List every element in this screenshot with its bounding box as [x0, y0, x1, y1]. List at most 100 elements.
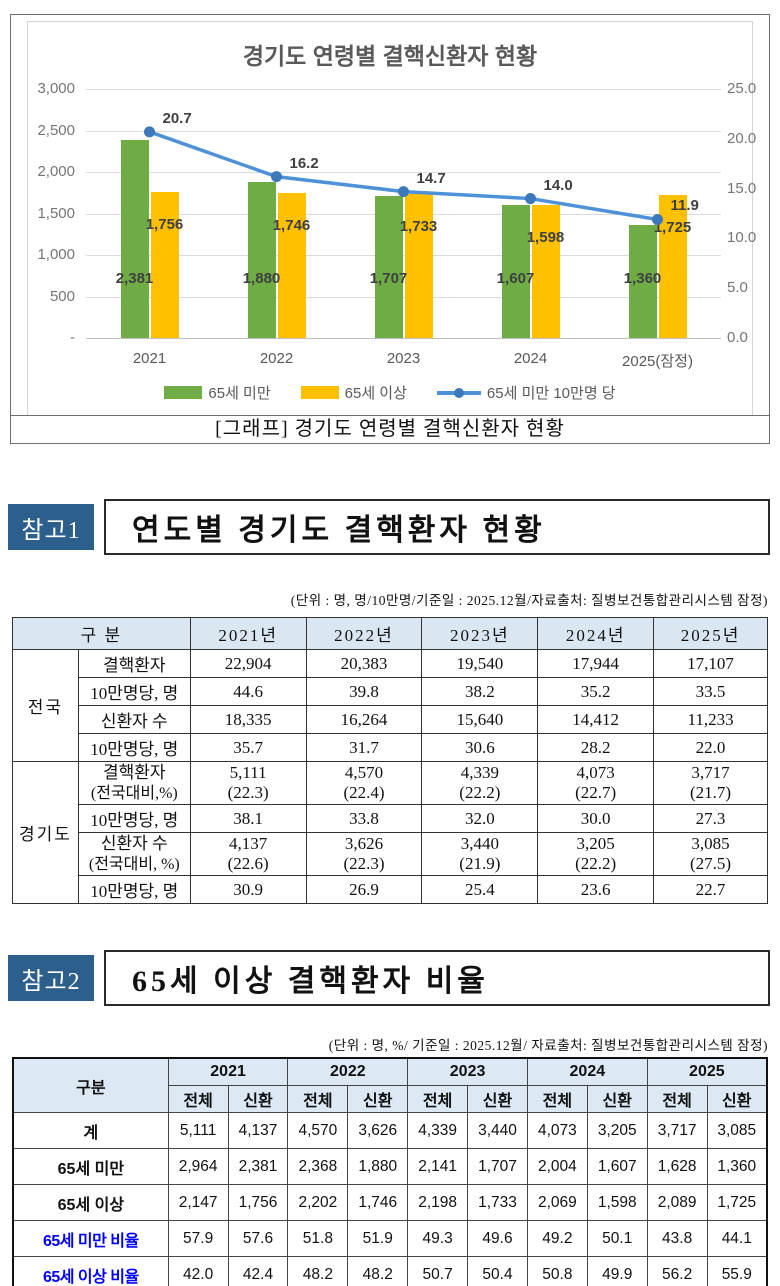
table1-rowlabel-cell: 10만명당, 명 — [77, 875, 191, 904]
line-value-label: 16.2 — [289, 154, 319, 172]
ref2-unit-note: (단위 : 명, %/ 기준일 : 2025.12월/ 자료출처: 질병보건통합… — [328, 1038, 768, 1053]
chart-plot-area: 2,381 1,756 1,880 1,746 1,707 1,733 1,607 1,598… — [86, 89, 721, 339]
table1-region-cell: 전국 — [12, 649, 79, 762]
table1-value-cell: 11,233 — [653, 705, 768, 734]
age65-ratio-table: 구분 2021 2022 2023 2024 2025 전체 신환 전체 신환 전체 신환 전체 신환 전체… — [12, 1057, 768, 1286]
legend-item: 65세 미만 10만명 당 — [436, 382, 616, 403]
table2-subheader: 신환 — [586, 1085, 648, 1113]
left-axis-tick: 3,000 — [37, 80, 75, 97]
table1-value-cell: 3,085 (27.5) — [653, 832, 768, 876]
bar-label-under65: 1,360 — [623, 270, 662, 287]
bar-label-under65: 1,880 — [242, 270, 281, 287]
bar-label-over65: 1,733 — [399, 218, 438, 236]
rate-line-series — [144, 126, 663, 225]
bar-under65 — [501, 204, 530, 338]
table1-value-cell: 5,111 (22.3) — [189, 761, 307, 805]
table2-value-cell: 2,202 — [287, 1184, 349, 1221]
table2-row: 65세 이상 2,147 1,756 2,202 1,746 2,198 1,733 2,06… — [12, 1184, 768, 1221]
left-axis-tick: 1,000 — [37, 246, 75, 263]
table2-value-cell: 1,725 — [706, 1184, 768, 1221]
line-marker — [144, 126, 155, 138]
table2-value-cell: 1,598 — [586, 1184, 648, 1221]
gridline — [86, 89, 721, 90]
bar-label-under65: 2,381 — [115, 270, 154, 287]
table2-value-cell: 2,004 — [526, 1148, 588, 1185]
legend-line-sample — [436, 386, 481, 399]
line-value-label: 14.0 — [543, 176, 573, 194]
table2-value-cell: 57.6 — [227, 1220, 289, 1257]
table1-value-cell: 3,626 (22.3) — [305, 832, 423, 876]
left-axis-tick: 2,000 — [37, 163, 75, 180]
legend-swatch-yellow — [300, 386, 339, 399]
table1-value-cell: 35.7 — [189, 733, 307, 762]
bar-over65 — [404, 194, 433, 338]
x-axis-label: 2023 — [386, 350, 421, 367]
table1-value-cell: 4,570 (22.4) — [305, 761, 423, 805]
table1-value-cell: 22.7 — [653, 875, 768, 904]
table2-value-cell: 4,073 — [526, 1112, 588, 1149]
gridline — [86, 296, 721, 298]
table2-subheader: 신환 — [467, 1085, 528, 1113]
bar-label-over65: 1,756 — [145, 216, 184, 234]
table1-value-cell: 38.2 — [421, 677, 539, 706]
line-marker — [398, 186, 409, 198]
table2-corner-header: 구분 — [12, 1057, 169, 1113]
chart-title: 경기도 연령별 결핵신환자 현황 — [242, 43, 538, 69]
table1-value-cell: 4,073 (22.7) — [537, 761, 655, 805]
table2-subheader: 신환 — [706, 1085, 768, 1113]
table2-value-cell: 42.4 — [227, 1256, 289, 1286]
gridline — [86, 213, 721, 215]
table2-value-cell: 55.9 — [706, 1256, 768, 1286]
table2-value-cell: 4,137 — [227, 1112, 289, 1149]
table1-year-header: 2024년 — [537, 617, 655, 650]
table1-value-cell: 25.4 — [421, 875, 539, 904]
table1-value-cell: 19,540 — [421, 649, 539, 678]
bar-over65 — [277, 193, 306, 338]
table1-year-header: 2023년 — [421, 617, 539, 650]
table1-rowlabel-cell: 결핵환자 — [77, 649, 191, 678]
table2-row: 계 5,111 4,137 4,570 3,626 4,339 3,440 4,073 3,20… — [12, 1112, 768, 1149]
table2-value-cell: 4,339 — [407, 1112, 469, 1149]
table2-value-cell: 1,628 — [646, 1148, 708, 1185]
table1-value-cell: 28.2 — [537, 733, 655, 762]
table1-value-cell: 39.8 — [305, 677, 423, 706]
table2-value-cell: 1,360 — [706, 1148, 768, 1185]
table1-row: 10만명당, 명 30.9 26.9 25.4 23.6 22.7 — [13, 875, 768, 904]
ref1-unit-note: (단위 : 명, 명/10만명/기준일 : 2025.12월/자료출처: 질병보… — [290, 593, 768, 608]
table2-value-cell: 50.1 — [586, 1220, 648, 1257]
left-axis-tick: 2,500 — [37, 121, 75, 139]
table1-value-cell: 30.6 — [421, 733, 539, 762]
left-axis-tick: 1,500 — [37, 204, 75, 222]
table2-value-cell: 3,717 — [646, 1112, 708, 1149]
bar-over65 — [150, 192, 179, 338]
table1-row: 경기도 결핵환자 (전국대비,%) 5,111 (22.3) 4,570 (22.4) 4,3… — [12, 761, 768, 904]
table2-value-cell: 43.8 — [646, 1220, 708, 1257]
table1-value-cell: 16,264 — [305, 705, 423, 734]
table2-value-cell: 49.3 — [407, 1220, 469, 1257]
table2-subheader: 신환 — [227, 1085, 289, 1113]
table2-year-header: 2022 — [287, 1057, 409, 1086]
legend-swatch-green — [164, 386, 203, 399]
table1-year-header: 2021년 — [189, 617, 307, 650]
table1-row: 신환자 수 (전국대비, %) 4,137 (22.6) 3,626 (22.3) 3,44… — [13, 832, 768, 876]
table2-year-header: 2023 — [407, 1057, 528, 1086]
table2-rowlabel-cell: 65세 이상 비율 — [12, 1256, 169, 1286]
table2-value-cell: 2,368 — [287, 1148, 349, 1185]
right-axis-tick: 20.0 — [727, 129, 757, 147]
table1-value-cell: 38.1 — [189, 804, 307, 833]
table2-row: 65세 미만 비율 57.9 57.6 51.8 51.9 49.3 49.6 49.2 50.… — [12, 1220, 768, 1257]
yearly-patients-table: 구 분 2021년 2022년 2023년 2024년 2025년 전국 결핵환자 22,904… — [12, 617, 768, 904]
table2-value-cell: 50.8 — [526, 1256, 588, 1286]
table1-value-cell: 17,944 — [537, 649, 655, 678]
table2-value-cell: 44.1 — [706, 1220, 768, 1257]
bar-over65 — [658, 194, 687, 338]
line-value-label: 14.7 — [416, 169, 446, 187]
table1-value-cell: 22,904 — [189, 649, 307, 678]
bar-label-under65: 1,707 — [369, 270, 408, 287]
table2-value-cell: 3,085 — [706, 1112, 768, 1149]
table2-value-cell: 51.8 — [287, 1220, 349, 1257]
table2-value-cell: 1,756 — [227, 1184, 289, 1221]
table2-subheader: 전체 — [526, 1085, 588, 1113]
table2-value-cell: 1,746 — [347, 1184, 409, 1221]
